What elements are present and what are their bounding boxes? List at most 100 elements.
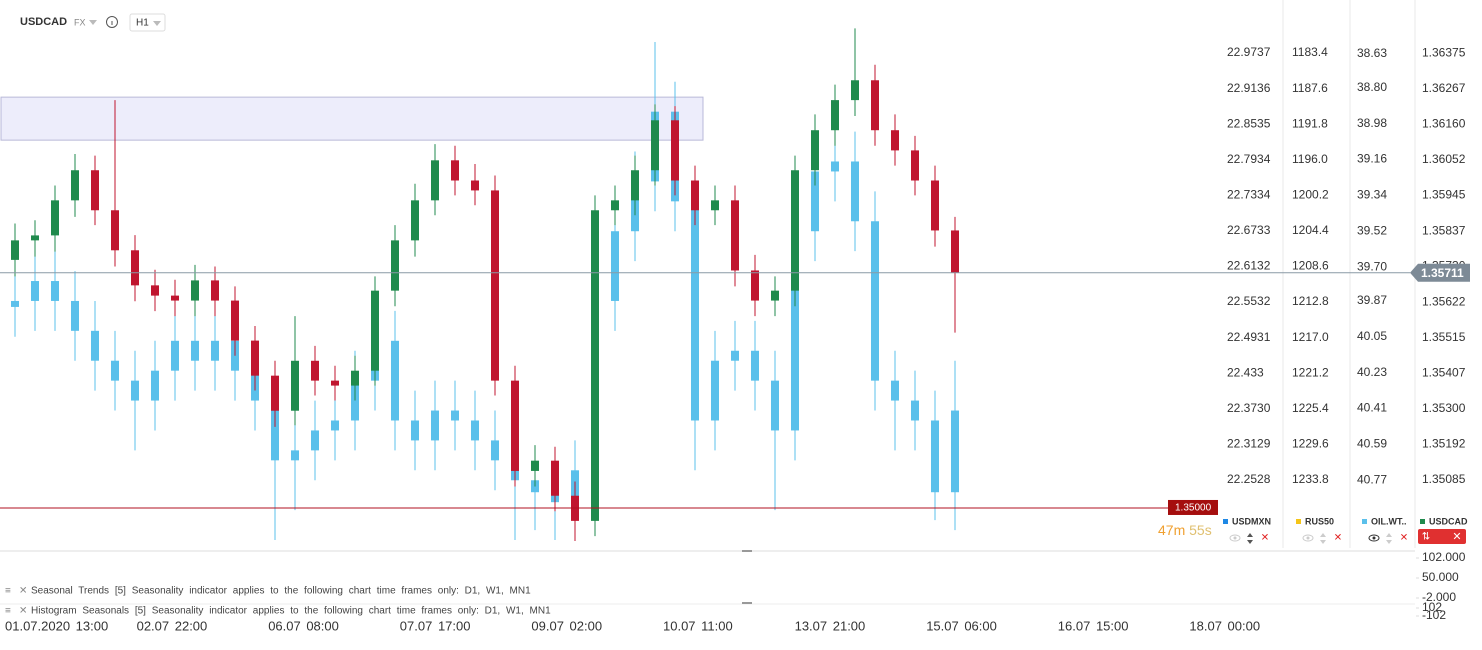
market-dropdown[interactable] bbox=[89, 20, 97, 25]
candle-body bbox=[751, 350, 759, 381]
y-tick-label: 1.35407 bbox=[1422, 366, 1466, 380]
candle-body bbox=[491, 440, 499, 461]
candle-body bbox=[211, 340, 219, 361]
candle-body bbox=[71, 300, 79, 331]
y-tick-label: 39.70 bbox=[1357, 259, 1387, 273]
y-tick-label: 39.52 bbox=[1357, 223, 1387, 237]
y-tick-label: 22.8535 bbox=[1227, 116, 1271, 130]
candle-body bbox=[931, 180, 939, 231]
y-tick-label: 1.35515 bbox=[1422, 330, 1466, 344]
legend-swatch bbox=[1362, 519, 1367, 524]
candle-body bbox=[231, 300, 239, 341]
x-tick-label: 18.07 00:00 bbox=[1189, 618, 1260, 633]
series-remove[interactable]: ✕ bbox=[1334, 533, 1342, 544]
y-tick-label: 1.35085 bbox=[1422, 472, 1466, 486]
y-tick-label: 38.80 bbox=[1357, 80, 1387, 94]
y-tick-label: 1.35192 bbox=[1422, 437, 1466, 451]
x-tick-label: 13.07 21:00 bbox=[795, 618, 866, 633]
candle-body bbox=[951, 410, 959, 493]
candle-body bbox=[51, 200, 59, 236]
y-tick-label: 1196.0 bbox=[1292, 152, 1328, 166]
y-tick-label: 40.59 bbox=[1357, 437, 1387, 451]
countdown-minutes: 47m bbox=[1158, 522, 1185, 538]
candle-body bbox=[711, 200, 719, 211]
candle-body bbox=[851, 80, 859, 101]
info-icon[interactable] bbox=[106, 16, 118, 28]
y-tick-label: 1191.8 bbox=[1292, 116, 1328, 130]
y-tick-label: 1.35622 bbox=[1422, 294, 1466, 308]
y-tick-label: 22.7334 bbox=[1227, 187, 1271, 201]
legend-label[interactable]: OIL.WT.. bbox=[1371, 516, 1407, 526]
y-tick-label: 1.35945 bbox=[1422, 188, 1466, 202]
y-tick-label: 1.35300 bbox=[1422, 401, 1466, 415]
y-tick-label: 1.35837 bbox=[1422, 223, 1466, 237]
candle-body bbox=[351, 380, 359, 421]
pane-tick-label: -102 bbox=[1422, 608, 1446, 622]
candle-body bbox=[271, 375, 279, 411]
pane-tick-label: 102.000 bbox=[1422, 550, 1466, 564]
candle-body bbox=[371, 290, 379, 371]
candle-body bbox=[171, 340, 179, 371]
order-arrows[interactable] bbox=[1386, 533, 1392, 544]
pane-tick-label: 50.000 bbox=[1422, 570, 1459, 584]
pane-tick-label: 102 bbox=[1422, 600, 1442, 614]
candle-body bbox=[271, 400, 279, 461]
y-tick-label: 39.16 bbox=[1357, 152, 1387, 166]
y-tick-label: 40.41 bbox=[1357, 401, 1387, 415]
candle-body bbox=[431, 410, 439, 441]
candle-body bbox=[731, 350, 739, 361]
candle-body bbox=[771, 290, 779, 301]
candle-body bbox=[871, 80, 879, 131]
market-tag: FX bbox=[74, 17, 86, 27]
y-tick-label: 1.36267 bbox=[1422, 81, 1466, 95]
candle-body bbox=[91, 330, 99, 361]
candle-body bbox=[671, 120, 679, 181]
y-tick-label: 1183.4 bbox=[1292, 45, 1328, 59]
candle-body bbox=[831, 100, 839, 131]
y-tick-label: 1.36160 bbox=[1422, 116, 1466, 130]
y-tick-label: 40.05 bbox=[1357, 329, 1387, 343]
legend-label[interactable]: USDCAD bbox=[1429, 516, 1468, 526]
candle-body bbox=[651, 120, 659, 171]
timeframe-select[interactable] bbox=[129, 13, 166, 32]
pane-menu-icon[interactable]: ≡ bbox=[5, 606, 11, 617]
y-tick-label: 22.6733 bbox=[1227, 223, 1271, 237]
level-badge bbox=[1168, 499, 1218, 515]
legend-label[interactable]: USDMXN bbox=[1232, 516, 1271, 526]
level-label: 1.35000 bbox=[1175, 503, 1212, 514]
candle-body bbox=[791, 170, 799, 291]
y-tick-label: 22.4931 bbox=[1227, 330, 1271, 344]
y-tick-label: 22.9136 bbox=[1227, 81, 1271, 95]
visibility-toggle[interactable] bbox=[1302, 534, 1314, 542]
legend-swatch bbox=[1420, 519, 1425, 524]
series-settings-button[interactable] bbox=[1418, 529, 1466, 544]
x-tick-label: 01.07.2020 13:00 bbox=[5, 618, 108, 633]
candle-body bbox=[391, 340, 399, 421]
series-remove[interactable]: ✕ bbox=[1452, 531, 1461, 543]
visibility-toggle[interactable] bbox=[1229, 534, 1241, 542]
candle-body bbox=[291, 360, 299, 411]
candle-body bbox=[31, 235, 39, 241]
timeframe-dropdown[interactable] bbox=[153, 21, 161, 26]
candle-body bbox=[891, 130, 899, 151]
candle-body bbox=[451, 160, 459, 181]
series-remove[interactable]: ✕ bbox=[1261, 533, 1269, 544]
pane-close[interactable]: ✕ bbox=[19, 606, 27, 617]
visibility-toggle[interactable] bbox=[1368, 534, 1380, 542]
y-tick-label: 1.36375 bbox=[1422, 45, 1466, 59]
candle-body bbox=[351, 370, 359, 386]
candle-body bbox=[151, 370, 159, 401]
pane-close[interactable]: ✕ bbox=[19, 586, 27, 597]
y-tick-label: 22.6132 bbox=[1227, 259, 1271, 273]
candle-body bbox=[91, 170, 99, 211]
candle-body bbox=[311, 360, 319, 381]
candle-body bbox=[611, 231, 619, 301]
order-arrows[interactable] bbox=[1247, 533, 1253, 544]
candle-body bbox=[211, 280, 219, 301]
order-arrows[interactable] bbox=[1320, 533, 1326, 544]
candle-body bbox=[331, 420, 339, 431]
legend-label[interactable]: RUS50 bbox=[1305, 516, 1334, 526]
pane-menu-icon[interactable]: ≡ bbox=[5, 586, 11, 597]
series-remove[interactable]: ✕ bbox=[1400, 533, 1408, 544]
